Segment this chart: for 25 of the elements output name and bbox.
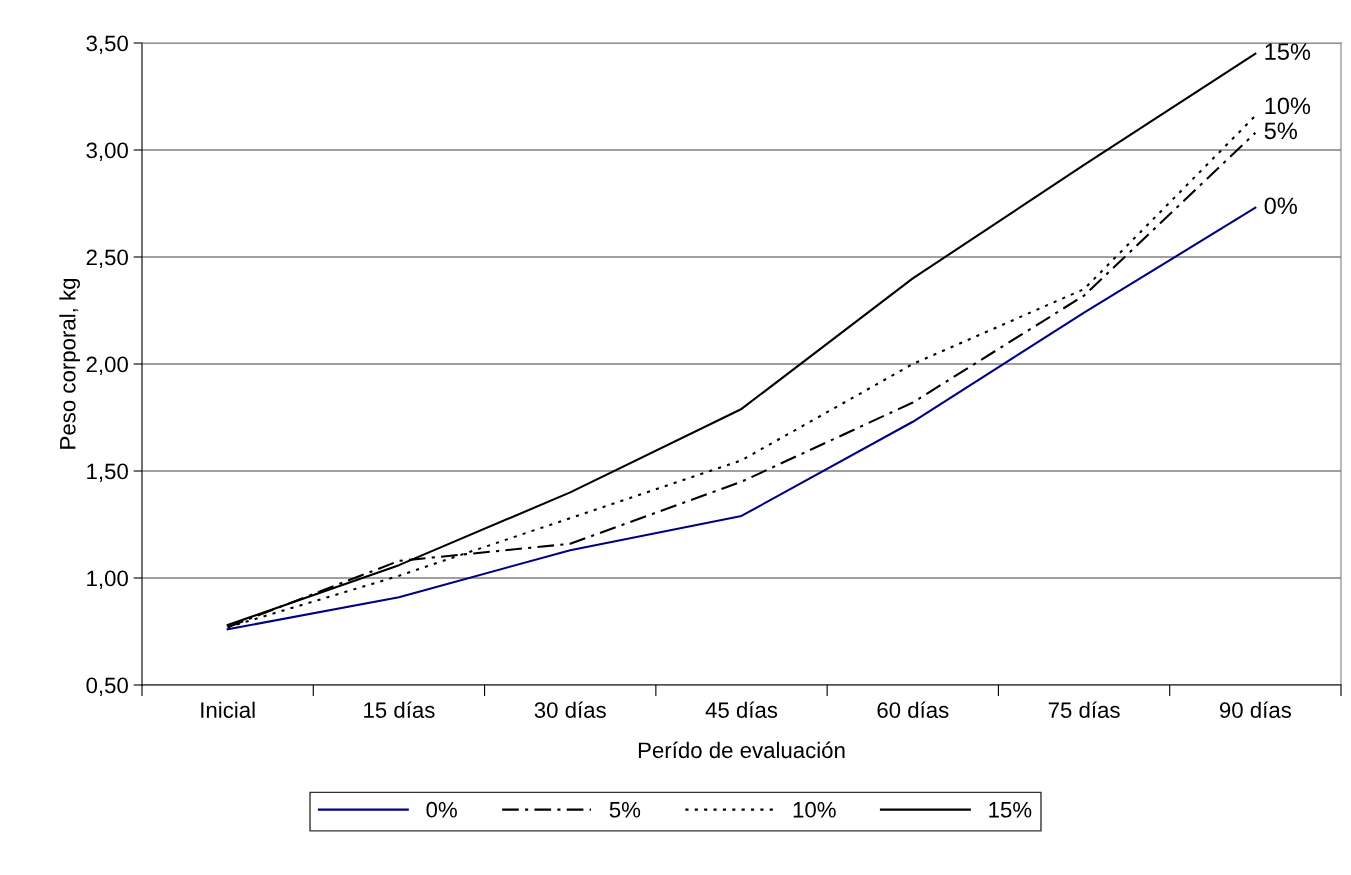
y-tick-label: 2,50 <box>86 249 128 268</box>
annotation: 10% <box>1265 97 1311 115</box>
annotation: 15% <box>1265 43 1311 61</box>
x-tick-label: 15 días <box>364 701 435 718</box>
x-tick-label: Inicial <box>201 701 255 718</box>
legend-label: 0% <box>426 801 457 818</box>
x-tick-label: 75 días <box>1048 701 1120 718</box>
y-tick-label: 1,00 <box>87 570 128 589</box>
annotation: 0% <box>1264 197 1297 215</box>
line-series <box>226 206 1257 631</box>
y-tick-label: 2,00 <box>86 356 128 375</box>
x-tick-label: 60 días <box>877 701 949 718</box>
y-tick-label: 3,50 <box>86 35 128 54</box>
x-tick-label: 90 días <box>1219 701 1292 718</box>
y-tick-label: 1,50 <box>87 463 128 482</box>
y-axis-title: Peso corporal, kg <box>59 278 80 449</box>
x-tick-label: 45 días <box>705 701 778 718</box>
x-tick-label: 30 días <box>534 701 606 718</box>
y-tick-label: 3,00 <box>86 142 128 161</box>
legend-label: 15% <box>989 801 1032 818</box>
x-axis-title: Perído de evaluación <box>638 741 845 759</box>
legend-label: 5% <box>609 801 641 818</box>
y-tick-label: 0,50 <box>86 677 128 696</box>
legend-label: 10% <box>793 801 836 818</box>
annotation: 5% <box>1264 122 1297 140</box>
